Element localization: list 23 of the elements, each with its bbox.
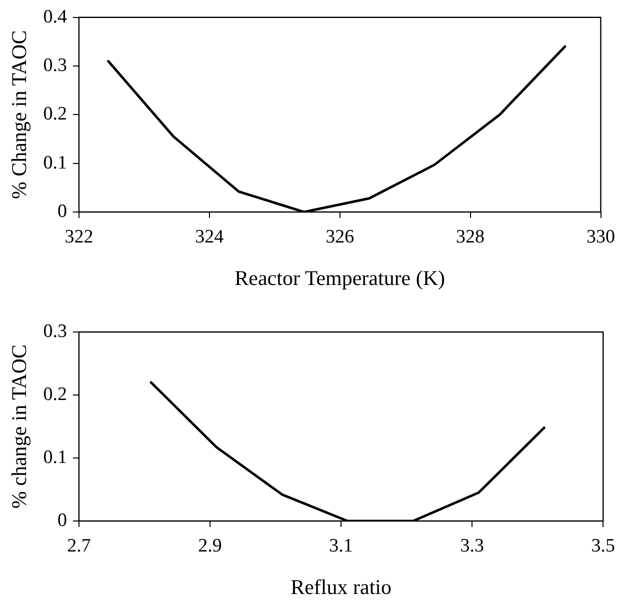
y-tick-label: 0.2 bbox=[43, 384, 67, 405]
x-tick-label: 2.7 bbox=[67, 535, 91, 556]
y-tick-label: 0 bbox=[57, 200, 67, 222]
y-tick-label: 0.1 bbox=[43, 152, 67, 174]
y-tick-label: 0.1 bbox=[43, 446, 67, 468]
y-tick-label: 0.3 bbox=[43, 55, 67, 76]
y-tick-label: 0.4 bbox=[43, 6, 68, 28]
x-tick-label: 324 bbox=[195, 226, 224, 248]
x-tick-label: 3.5 bbox=[591, 535, 615, 556]
y-axis-title: % Change in TAOC bbox=[7, 30, 32, 200]
y-tick-label: 0 bbox=[57, 510, 67, 531]
x-tick-label: 330 bbox=[586, 226, 615, 248]
x-axis-title: Reactor Temperature (K) bbox=[234, 266, 446, 290]
y-tick-label: 0.3 bbox=[43, 320, 67, 342]
x-tick-label: 3.1 bbox=[329, 535, 353, 556]
x-axis-title: Reflux ratio bbox=[290, 574, 392, 599]
x-tick-label: 3.3 bbox=[460, 535, 484, 556]
x-tick-label: 322 bbox=[64, 226, 94, 248]
y-tick-label: 0.2 bbox=[43, 104, 67, 125]
y-axis-title: % change in TAOC bbox=[7, 344, 32, 509]
x-tick-label: 328 bbox=[456, 226, 485, 248]
x-tick-label: 326 bbox=[326, 226, 354, 248]
x-tick-label: 2.9 bbox=[198, 535, 222, 556]
